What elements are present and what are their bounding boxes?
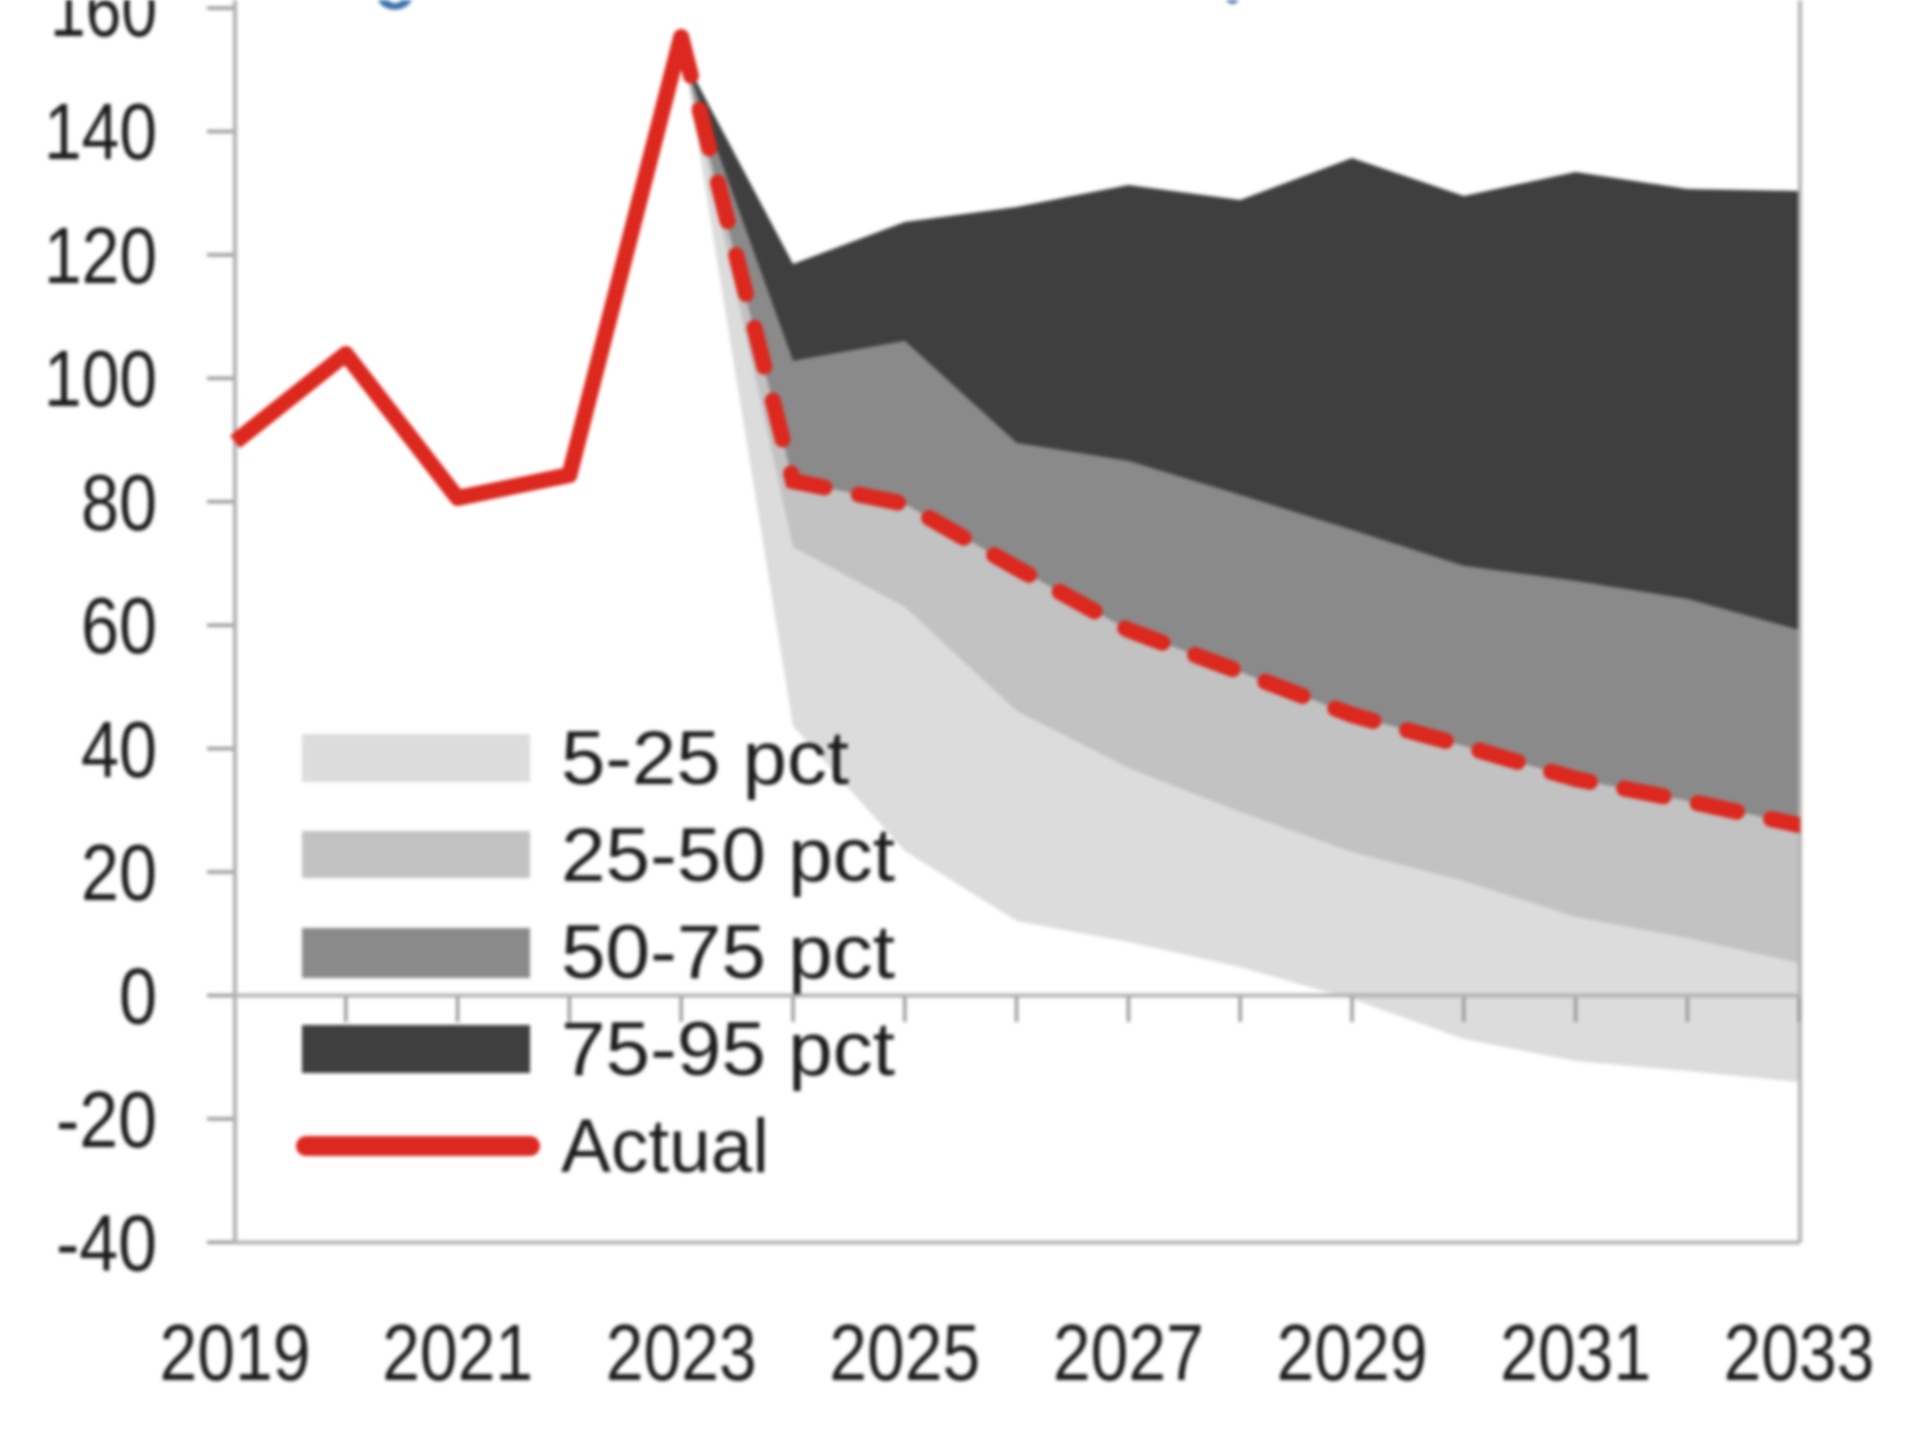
svg-text:140: 140 bbox=[44, 87, 157, 176]
svg-text:75-95 pct: 75-95 pct bbox=[561, 1007, 895, 1092]
svg-text:5-25 pct: 5-25 pct bbox=[561, 716, 849, 801]
svg-text:2033: 2033 bbox=[1724, 1308, 1875, 1397]
svg-text:100: 100 bbox=[44, 334, 157, 423]
svg-text:Actual: Actual bbox=[561, 1104, 769, 1189]
svg-text:-40: -40 bbox=[56, 1199, 157, 1288]
svg-text:2019: 2019 bbox=[160, 1308, 311, 1397]
svg-text:2023: 2023 bbox=[606, 1308, 757, 1397]
svg-text:80: 80 bbox=[81, 458, 157, 547]
svg-text:120: 120 bbox=[44, 211, 157, 300]
svg-text:25-50 pct: 25-50 pct bbox=[561, 813, 895, 898]
svg-text:2031: 2031 bbox=[1500, 1308, 1651, 1397]
svg-text:2029: 2029 bbox=[1277, 1308, 1428, 1397]
svg-text:20: 20 bbox=[81, 828, 157, 917]
svg-text:160: 160 bbox=[50, 0, 157, 53]
svg-text:2021: 2021 bbox=[382, 1308, 533, 1397]
svg-text:2025: 2025 bbox=[829, 1308, 980, 1397]
svg-text:60: 60 bbox=[81, 581, 157, 670]
svg-text:50-75 pct: 50-75 pct bbox=[561, 910, 895, 995]
svg-text:2027: 2027 bbox=[1053, 1308, 1204, 1397]
svg-text:40: 40 bbox=[81, 705, 157, 794]
svg-text:0: 0 bbox=[119, 952, 157, 1041]
svg-text:-20: -20 bbox=[56, 1075, 157, 1164]
